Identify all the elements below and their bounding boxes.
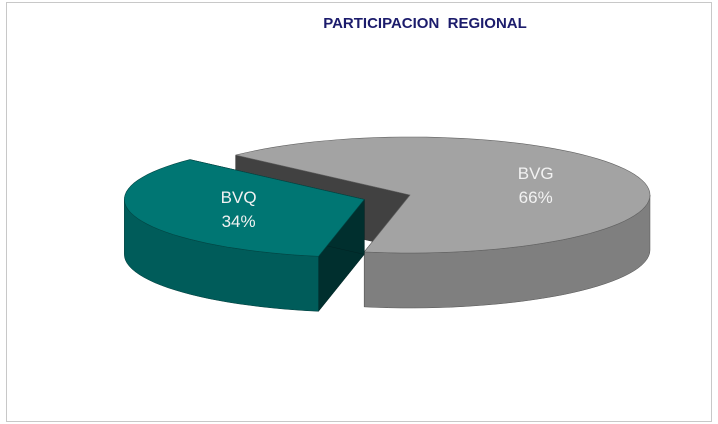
slice-label: BVQ [221, 188, 257, 207]
chart-title: PARTICIPACION REGIONAL [323, 15, 527, 32]
slice-label: BVG [518, 164, 554, 183]
value-label: 34% [222, 212, 256, 231]
slice [124, 159, 365, 257]
slice [235, 136, 651, 254]
slice [124, 159, 365, 313]
value-label: 66% [519, 188, 553, 207]
